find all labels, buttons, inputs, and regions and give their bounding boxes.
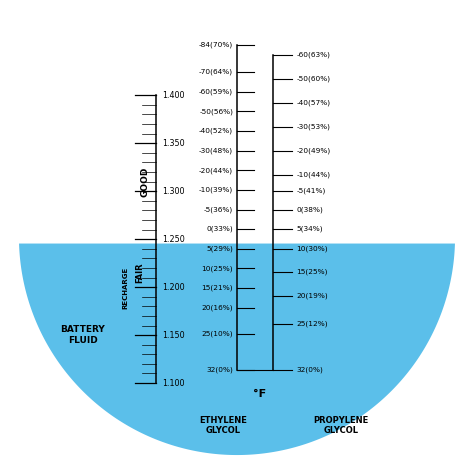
Text: -84(70%): -84(70%) <box>199 42 233 48</box>
Text: -5(36%): -5(36%) <box>204 206 233 213</box>
Text: -60(59%): -60(59%) <box>199 89 233 95</box>
Text: -30(53%): -30(53%) <box>296 123 330 130</box>
Text: -50(56%): -50(56%) <box>199 108 233 115</box>
Text: -20(49%): -20(49%) <box>296 147 330 154</box>
Text: -10(44%): -10(44%) <box>296 172 330 178</box>
Text: 20(16%): 20(16%) <box>201 304 233 311</box>
Text: 25(12%): 25(12%) <box>296 321 328 328</box>
Text: 1.200: 1.200 <box>162 283 185 292</box>
Text: 32(0%): 32(0%) <box>206 367 233 373</box>
Text: GOOD: GOOD <box>140 166 149 197</box>
Text: BATTERY
FLUID: BATTERY FLUID <box>61 326 105 345</box>
Text: °F: °F <box>253 389 266 399</box>
Text: 10(30%): 10(30%) <box>296 246 328 252</box>
Text: 1.250: 1.250 <box>162 235 185 244</box>
Text: 1.100: 1.100 <box>162 379 184 388</box>
Polygon shape <box>19 244 455 455</box>
Text: -70(64%): -70(64%) <box>199 69 233 75</box>
Text: 20(19%): 20(19%) <box>296 292 328 299</box>
Text: 1.300: 1.300 <box>162 187 184 196</box>
Text: ETHYLENE
GLYCOL: ETHYLENE GLYCOL <box>199 416 247 435</box>
Text: -40(57%): -40(57%) <box>296 100 330 106</box>
Text: -10(39%): -10(39%) <box>199 187 233 193</box>
Text: 25(10%): 25(10%) <box>201 330 233 337</box>
Text: 0(33%): 0(33%) <box>207 226 233 232</box>
Text: RECHARGE: RECHARGE <box>123 267 128 310</box>
Text: 5(29%): 5(29%) <box>206 246 233 252</box>
Text: FAIR: FAIR <box>136 263 144 283</box>
Text: -60(63%): -60(63%) <box>296 52 330 58</box>
Text: -30(48%): -30(48%) <box>199 147 233 154</box>
Text: 10(25%): 10(25%) <box>201 265 233 272</box>
Text: -5(41%): -5(41%) <box>296 188 326 194</box>
Text: 5(34%): 5(34%) <box>296 226 323 232</box>
Text: -40(52%): -40(52%) <box>199 128 233 134</box>
Text: PROPYLENE
GLYCOL: PROPYLENE GLYCOL <box>314 416 369 435</box>
Circle shape <box>19 19 455 455</box>
Text: 15(21%): 15(21%) <box>201 285 233 291</box>
Text: 32(0%): 32(0%) <box>296 367 323 373</box>
Text: 1.400: 1.400 <box>162 91 184 100</box>
Text: 1.150: 1.150 <box>162 331 185 339</box>
Text: 0(38%): 0(38%) <box>296 206 323 213</box>
Text: 1.350: 1.350 <box>162 139 185 148</box>
Text: -20(44%): -20(44%) <box>199 167 233 173</box>
Text: 15(25%): 15(25%) <box>296 269 328 275</box>
Text: -50(60%): -50(60%) <box>296 75 330 82</box>
